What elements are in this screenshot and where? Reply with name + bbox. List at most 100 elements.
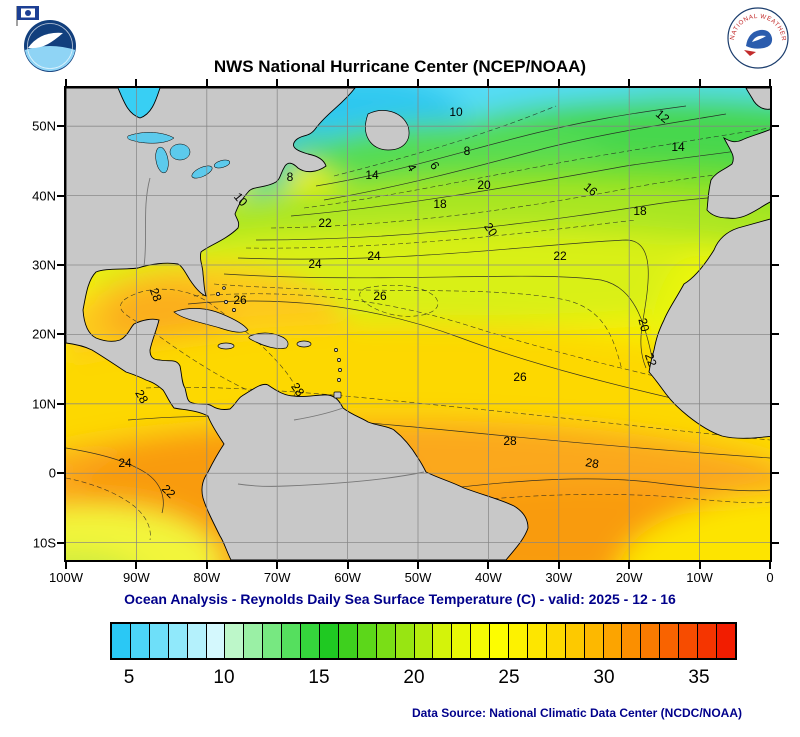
- colorbar-cell: [149, 624, 169, 658]
- axis-tick: [57, 194, 64, 197]
- axis-tick: [135, 79, 138, 86]
- colorbar-cell: [433, 624, 453, 658]
- lon-tick-label: 0: [766, 570, 774, 585]
- axis-tick: [346, 79, 349, 86]
- land-lesser-antilles: [334, 348, 338, 352]
- lon-tick-label: 50W: [404, 570, 432, 585]
- river-orinoco: [293, 407, 344, 421]
- contour-label: 26: [233, 293, 247, 307]
- colorbar-cell: [603, 624, 623, 658]
- lake-superior: [127, 132, 175, 144]
- contour-label: 8: [464, 144, 471, 158]
- contour-label: 20: [477, 178, 491, 192]
- colorbar-tick-labels: 5 10 15 20 25 30 35: [110, 667, 737, 693]
- axis-tick: [276, 79, 279, 86]
- colorbar-tick-label: 35: [688, 667, 710, 688]
- axis-tick: [769, 562, 771, 569]
- contour-label: 22: [318, 216, 332, 230]
- colorbar-cell: [679, 624, 699, 658]
- contour-label: 14: [671, 140, 685, 154]
- noaa-logo: [10, 4, 80, 74]
- colorbar-cell: [490, 624, 510, 658]
- land-bahamas: [216, 292, 220, 296]
- axis-tick: [57, 333, 64, 336]
- axis-tick: [135, 562, 138, 569]
- longitude-axis: 100W 90W 80W 70W 60W 50W 40W 30W 20W 10W 0: [49, 570, 774, 588]
- axis-tick: [772, 541, 779, 544]
- axis-tick: [57, 402, 64, 405]
- colorbar-tick-label: 25: [498, 667, 520, 688]
- axis-tick: [57, 541, 64, 544]
- land-britain: [745, 88, 770, 110]
- axis-tick: [628, 562, 631, 569]
- data-source-footer: Data Source: National Climatic Data Cent…: [411, 706, 742, 720]
- contour-label: 8: [287, 170, 294, 184]
- colorbar-cell: [622, 624, 642, 658]
- contour-label: 22: [553, 249, 567, 263]
- contour-label: 24: [367, 249, 381, 263]
- land-hispaniola: [248, 332, 289, 349]
- colorbar-cell: [225, 624, 245, 658]
- colorbar-cell: [301, 624, 320, 658]
- colorbar-cell: [206, 624, 226, 658]
- land-masses: [66, 88, 770, 560]
- colorbar-cell: [698, 624, 717, 658]
- contour-label: 28: [147, 286, 165, 304]
- axis-tick: [557, 562, 560, 569]
- lon-tick-label: 40W: [475, 570, 502, 585]
- lon-tick-label: 90W: [123, 570, 150, 585]
- lake-ontario: [213, 159, 231, 169]
- axis-tick: [417, 562, 419, 569]
- contour-label: 22: [642, 351, 660, 369]
- axis-tick: [769, 79, 771, 86]
- axis-tick: [628, 79, 631, 86]
- contour-label: 24: [308, 257, 322, 271]
- colorbar-cell: [319, 624, 339, 658]
- colorbar-cell: [527, 624, 547, 658]
- colorbar-cell: [376, 624, 396, 658]
- colorbar-cell: [471, 624, 491, 658]
- colorbar-cell: [244, 624, 264, 658]
- axis-tick: [57, 472, 64, 475]
- colorbar-tick-label: 20: [403, 667, 425, 688]
- contour-label: 26: [513, 370, 527, 384]
- contour-label: 18: [433, 197, 447, 211]
- map-frame: 10 12 14 8 6 4 14 8 10 20 18 16 18 22 20 22 24 24 26 26 28 20…: [64, 86, 772, 562]
- colorbar-tick-label: 10: [213, 667, 235, 688]
- lat-tick-label: 20N: [32, 326, 56, 342]
- axis-tick: [487, 79, 490, 86]
- axis-tick: [417, 79, 419, 86]
- colorbar-cell: [565, 624, 585, 658]
- contour-label: 10: [449, 105, 463, 119]
- lat-tick-label: 0: [48, 465, 56, 481]
- lon-tick-label: 80W: [193, 570, 221, 585]
- lon-tick-label: 30W: [545, 570, 573, 585]
- contour-label: 28: [132, 387, 151, 406]
- nws-red-shape: [744, 50, 756, 56]
- colorbar-cell: [509, 624, 528, 658]
- contour-label: 18: [633, 204, 647, 218]
- colorbar-cell: [546, 624, 566, 658]
- axis-tick: [276, 562, 279, 569]
- land-cuba: [173, 308, 249, 333]
- colorbar-cell: [414, 624, 434, 658]
- colorbar-tick-label: 30: [593, 667, 615, 688]
- axis-tick: [205, 562, 208, 569]
- river-mississippi: [143, 177, 151, 267]
- lat-tick-label: 10N: [32, 396, 56, 412]
- axis-tick: [772, 125, 779, 128]
- land-africa: [648, 218, 770, 439]
- colorbar-cell: [452, 624, 472, 658]
- noaa-seal-gull-icon: [28, 32, 63, 49]
- axis-tick: [772, 194, 779, 197]
- colorbar-cell: [641, 624, 661, 658]
- land-trinidad: [333, 391, 342, 399]
- land-iberia-france: [706, 129, 770, 219]
- axis-tick: [65, 562, 67, 569]
- colorbar-cell: [395, 624, 415, 658]
- axis-tick: [698, 79, 701, 86]
- nws-swirl-icon: [752, 35, 766, 42]
- contour-label: 28: [503, 434, 517, 448]
